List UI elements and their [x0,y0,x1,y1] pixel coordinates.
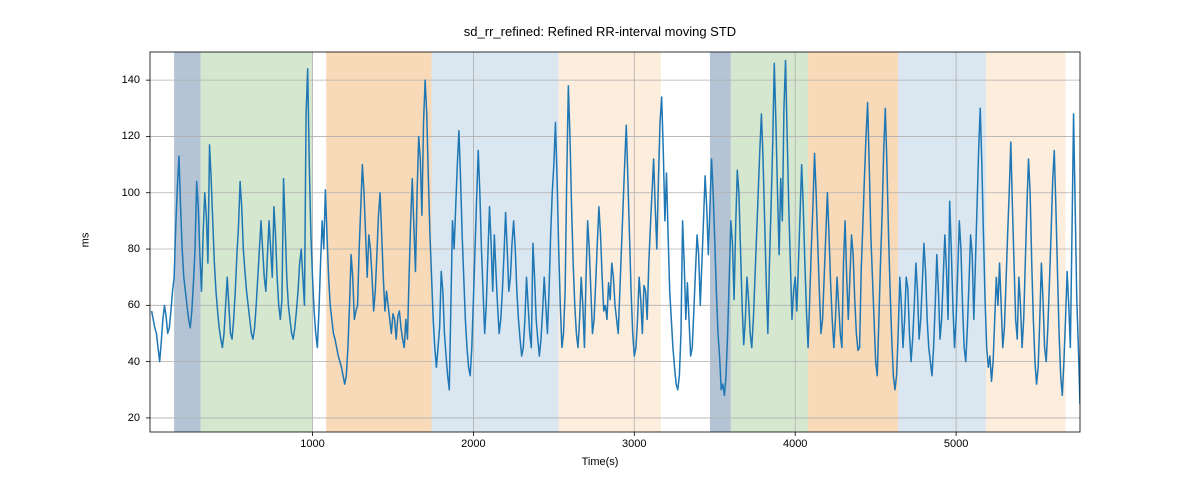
y-tick-label: 140 [80,74,140,86]
figure: sd_rr_refined: Refined RR-interval movin… [0,0,1200,500]
y-tick-label: 100 [80,187,140,199]
x-tick-label: 5000 [926,438,986,450]
x-tick-label: 1000 [283,438,343,450]
shaded-region [201,52,313,432]
y-tick-label: 40 [80,356,140,368]
y-tick-label: 80 [80,243,140,255]
shaded-region [174,52,201,432]
x-tick-label: 4000 [765,438,825,450]
y-tick-label: 20 [80,412,140,424]
x-tick-label: 2000 [443,438,503,450]
plot-area [150,52,1080,432]
x-axis-label: Time(s) [0,456,1200,468]
shaded-region [898,52,986,432]
y-tick-label: 60 [80,299,140,311]
shaded-region [559,52,661,432]
chart-title: sd_rr_refined: Refined RR-interval movin… [0,24,1200,39]
x-tick-label: 3000 [604,438,664,450]
y-tick-label: 120 [80,130,140,142]
